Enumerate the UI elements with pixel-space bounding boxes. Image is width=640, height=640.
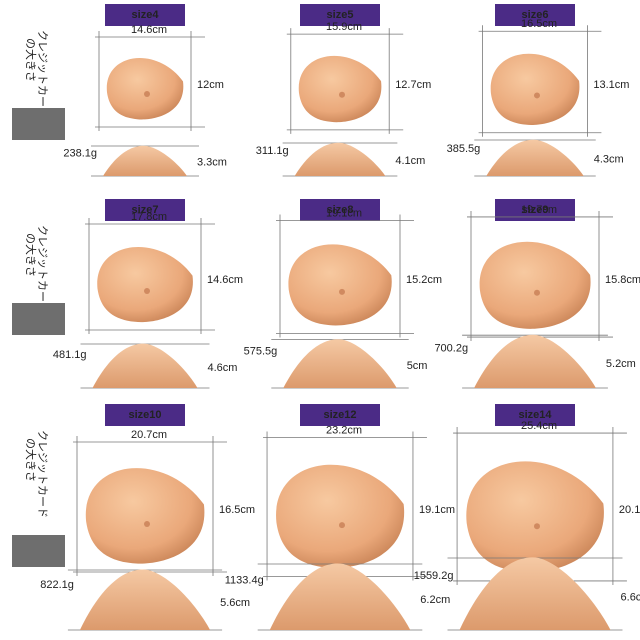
height-label: 15.2cm <box>406 274 442 286</box>
size-badge <box>495 404 575 426</box>
width-label: 25.4cm <box>521 420 557 432</box>
height-label: 16.5cm <box>219 504 255 516</box>
card-label: の大きさ <box>24 438 38 482</box>
nipple <box>534 92 540 99</box>
size-badge <box>105 199 185 221</box>
nipple <box>534 523 540 530</box>
breast-form-profile <box>283 339 397 388</box>
breast-form-front <box>298 55 382 123</box>
breast-form-profile <box>294 142 386 176</box>
size-label: size10 <box>128 409 161 421</box>
weight-label: 700.2g <box>434 342 468 354</box>
breast-form-profile <box>459 557 611 630</box>
nipple <box>339 91 345 98</box>
breast-form-profile <box>474 334 596 388</box>
width-label: 17.8cm <box>131 211 167 223</box>
size-badge <box>105 404 185 426</box>
width-label: 16.5cm <box>521 18 557 30</box>
size-label: size7 <box>132 204 159 216</box>
breast-form-front <box>479 241 591 329</box>
depth-label: 5cm <box>407 360 428 372</box>
depth-label: 4.1cm <box>395 155 425 167</box>
height-label: 19.1cm <box>419 504 455 516</box>
size-badge <box>300 404 380 426</box>
height-label: 20.1cm <box>619 504 640 516</box>
nipple <box>339 288 345 295</box>
card-label: クレジットカード <box>36 30 49 118</box>
nipple <box>534 289 540 296</box>
credit-card <box>12 535 65 567</box>
depth-label: 6.2cm <box>420 594 450 606</box>
breast-form-front <box>106 58 184 120</box>
size-label: size5 <box>327 9 354 21</box>
weight-label: 575.5g <box>244 346 278 358</box>
height-label: 14.6cm <box>207 274 243 286</box>
breast-form-profile <box>103 145 187 176</box>
width-label: 19.7cm <box>521 204 557 216</box>
weight-label: 385.5g <box>447 143 481 155</box>
breast-form-front <box>276 464 405 568</box>
depth-label: 4.3cm <box>594 154 624 166</box>
card-label: クレジットカード <box>36 225 49 313</box>
size-badge <box>495 199 575 221</box>
size-badge <box>300 4 380 26</box>
size-badge <box>495 4 575 26</box>
breast-form-profile <box>269 563 411 630</box>
nipple <box>144 521 150 527</box>
depth-label: 5.2cm <box>606 358 636 370</box>
height-label: 13.1cm <box>593 79 629 91</box>
height-label: 12.7cm <box>395 79 431 91</box>
credit-card <box>12 108 65 140</box>
width-label: 20.7cm <box>131 429 167 441</box>
nipple <box>339 522 345 529</box>
card-label: クレジットカード <box>36 430 49 518</box>
size-label: size4 <box>132 9 160 21</box>
depth-label: 5.6cm <box>220 597 250 609</box>
weight-label: 822.1g <box>40 579 74 591</box>
size-badge <box>300 199 380 221</box>
size-label: size8 <box>327 204 354 216</box>
breast-form-front <box>288 244 392 326</box>
weight-label: 1559.2g <box>414 570 454 582</box>
breast-form-profile <box>79 569 211 630</box>
weight-label: 481.1g <box>53 349 87 361</box>
depth-label: 4.6cm <box>208 362 238 374</box>
height-label: 15.8cm <box>605 274 640 286</box>
weight-label: 311.1g <box>256 145 289 157</box>
weight-label: 238.1g <box>63 147 97 159</box>
card-label: の大きさ <box>24 233 38 277</box>
width-label: 23.2cm <box>326 424 362 436</box>
breast-form-front <box>85 468 205 564</box>
depth-label: 6.6cm <box>621 592 640 604</box>
width-label: 19.1cm <box>326 207 362 219</box>
card-label: の大きさ <box>24 38 38 82</box>
size-badge <box>105 4 185 26</box>
breast-form-profile <box>486 139 584 176</box>
breast-form-front <box>97 247 193 323</box>
breast-form-front <box>490 53 580 125</box>
size-label: size6 <box>522 9 549 21</box>
size-label: size12 <box>323 409 356 421</box>
weight-label: 1133.4g <box>225 574 264 586</box>
height-label: 12cm <box>197 79 224 91</box>
width-label: 14.6cm <box>131 24 167 36</box>
width-label: 15.9cm <box>326 21 362 33</box>
size-label: size9 <box>522 204 549 216</box>
depth-label: 3.3cm <box>197 156 227 168</box>
nipple <box>144 91 150 97</box>
credit-card <box>12 303 65 335</box>
breast-form-front <box>466 461 604 573</box>
nipple <box>144 288 150 294</box>
breast-form-profile <box>92 343 198 388</box>
size-label: size14 <box>518 409 552 421</box>
